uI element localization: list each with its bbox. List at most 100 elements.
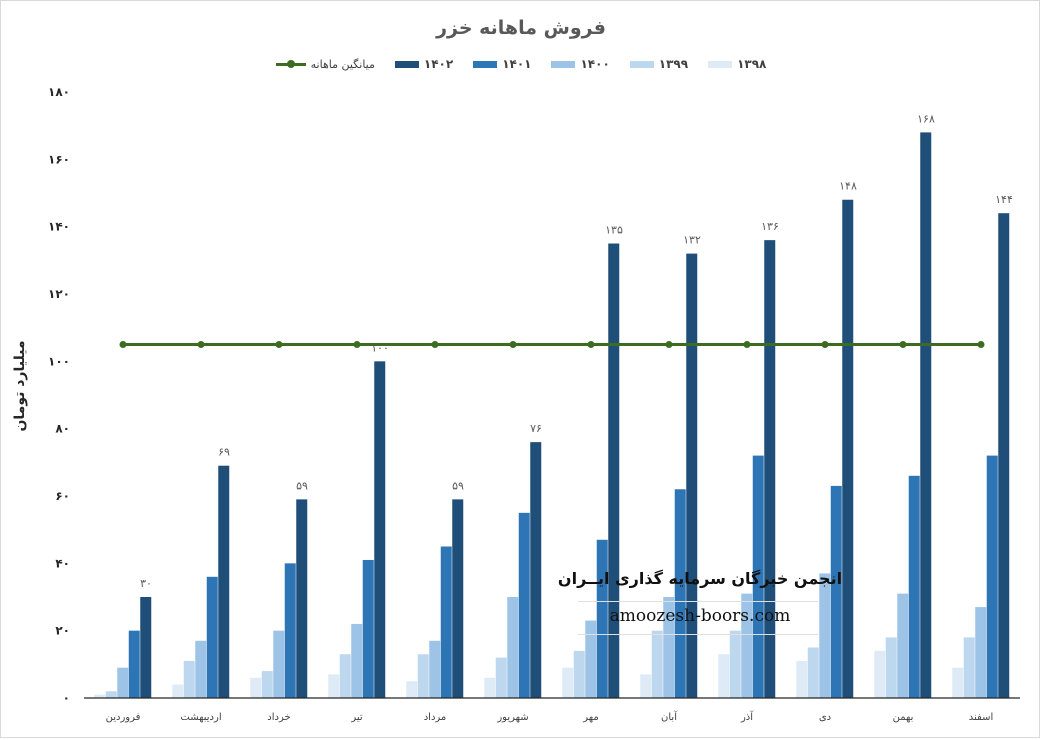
x-tick-label: آبان	[661, 710, 678, 723]
bar-5	[452, 499, 464, 698]
bar-2	[339, 654, 351, 698]
bar-2	[963, 637, 975, 698]
bar-3	[117, 667, 129, 698]
bar-4	[284, 563, 296, 698]
x-tick-label: شهریور	[496, 712, 528, 723]
legend-item-average: میانگین ماهانه	[275, 57, 375, 71]
bar-1	[250, 677, 262, 698]
bar-5	[920, 132, 932, 698]
bar-1	[172, 684, 184, 698]
x-tick-label: اردیبهشت	[180, 712, 221, 723]
bar-4	[830, 485, 842, 698]
legend-line-marker	[275, 57, 306, 71]
legend-item: ۱۴۰۰	[551, 57, 610, 71]
y-tick-label: ۱۰۰	[48, 354, 70, 368]
bar-3	[507, 597, 519, 698]
legend-item: ۱۳۹۸	[708, 57, 766, 71]
bar-2	[729, 630, 741, 698]
bar-4	[206, 576, 218, 698]
bar-3	[975, 607, 987, 698]
bar-2	[651, 630, 663, 698]
average-marker	[509, 341, 517, 348]
bar-5	[686, 253, 698, 698]
average-marker	[353, 341, 361, 348]
y-tick-label: ۱۴۰	[48, 220, 70, 234]
average-marker	[821, 341, 829, 348]
average-marker	[119, 341, 127, 348]
bar-2	[807, 647, 819, 698]
bar-5	[998, 213, 1010, 698]
x-tick-label: اسفند	[969, 712, 993, 723]
bar-5	[842, 199, 854, 698]
data-label: ۱۳۵	[605, 224, 623, 237]
legend-label: ۱۴۰۱	[502, 57, 532, 71]
x-tick-label: مهر	[582, 712, 598, 723]
chart-title: فروش ماهانه خزر	[436, 17, 606, 39]
bar-3	[273, 630, 285, 698]
data-label: ۷۶	[530, 422, 542, 435]
bar-1	[952, 667, 964, 698]
bar-2	[885, 637, 897, 698]
y-tick-label: ۴۰	[55, 556, 70, 570]
bar-5	[218, 465, 230, 698]
bar-1	[94, 694, 106, 698]
watermark-divider	[578, 601, 818, 602]
bar-3	[351, 623, 363, 698]
bar-4	[674, 489, 686, 698]
y-tick-label: ۱۲۰	[48, 287, 70, 301]
bar-5	[296, 499, 308, 698]
x-tick-label: فروردین	[106, 712, 141, 723]
data-label: ۱۳۲	[683, 234, 701, 247]
watermark-divider	[578, 634, 818, 635]
y-tick-label: ۱۶۰	[48, 152, 70, 166]
average-marker	[197, 341, 205, 348]
x-tick-label: آذر	[740, 710, 754, 723]
bar-1	[640, 674, 652, 698]
average-marker	[899, 341, 907, 348]
data-label: ۶۹	[218, 446, 230, 459]
legend-item: ۱۴۰۲	[394, 57, 454, 71]
bar-1	[328, 674, 340, 698]
legend-label: میانگین ماهانه	[310, 57, 375, 71]
bar-1	[562, 667, 574, 698]
average-marker	[743, 341, 751, 348]
legend-label: ۱۴۰۲	[423, 57, 454, 71]
legend-swatch	[551, 60, 576, 68]
bar-3	[195, 640, 207, 698]
average-marker	[275, 341, 283, 348]
x-tick-label: تیر	[350, 712, 363, 723]
legend-label: ۱۳۹۸	[737, 57, 767, 71]
bar-4	[908, 475, 920, 698]
data-label: ۱۴۴	[995, 193, 1013, 206]
y-tick-label: ۱۸۰	[48, 85, 70, 99]
x-tick-label: بهمن	[893, 712, 914, 723]
y-tick-label: ۸۰	[55, 422, 70, 436]
data-label: ۱۴۸	[839, 180, 857, 193]
legend-item: ۱۳۹۹	[629, 57, 688, 71]
chart-legend: ۱۳۹۸ ۱۳۹۹ ۱۴۰۰ ۱۴۰۱ ۱۴۰۲ میانگین ماهانه	[0, 55, 1042, 73]
bar-1	[796, 660, 808, 698]
data-label: ۳۰	[140, 577, 152, 590]
bar-2	[417, 654, 429, 698]
bar-2	[105, 691, 117, 698]
legend-swatch	[394, 60, 419, 68]
data-label: ۱۳۶	[761, 220, 779, 233]
bar-5	[374, 361, 386, 698]
bar-4	[362, 559, 374, 698]
bar-1	[406, 681, 418, 698]
legend-item: ۱۴۰۱	[473, 57, 531, 71]
bar-2	[261, 671, 273, 698]
watermark-title: انجمن خبرگان سرمایه گذاری ایــران	[557, 569, 843, 588]
average-marker	[431, 341, 439, 348]
bar-5	[530, 442, 542, 698]
bar-4	[986, 455, 998, 698]
bar-4	[596, 539, 608, 698]
bar-2	[183, 660, 195, 698]
bar-1	[718, 654, 730, 698]
average-marker	[587, 341, 595, 348]
bar-3	[819, 573, 831, 698]
data-label: ۵۹	[296, 479, 308, 492]
y-tick-label: ۲۰	[55, 624, 70, 638]
